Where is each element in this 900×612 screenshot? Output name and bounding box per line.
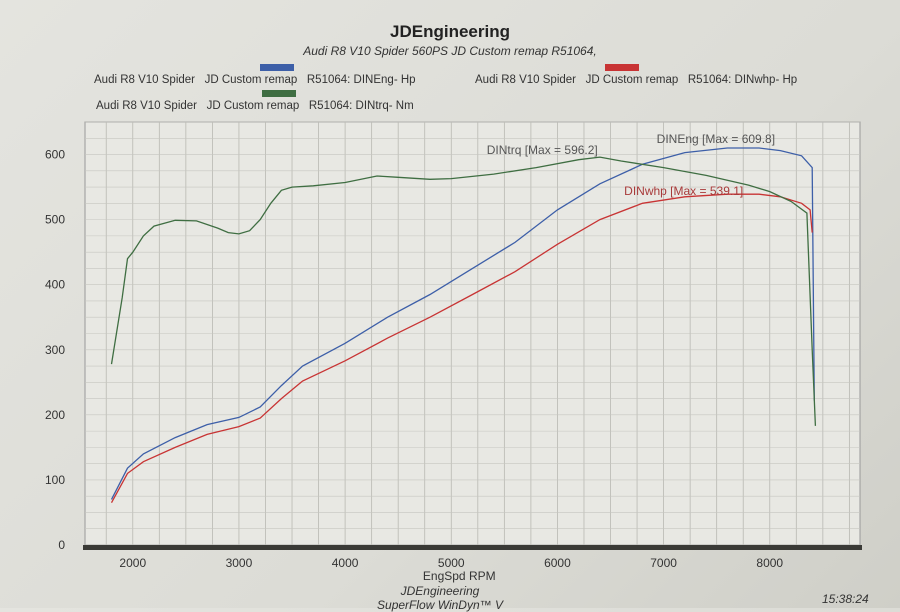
legend-channel: R51064: DINEng- Hp bbox=[306, 74, 416, 86]
x-tick-label: 7000 bbox=[650, 556, 677, 570]
footer-company: JDEngineering bbox=[400, 584, 480, 598]
legend-swatch-trq bbox=[262, 90, 296, 97]
x-tick-label: 5000 bbox=[438, 556, 465, 570]
y-tick-label: 100 bbox=[45, 473, 65, 487]
legend-vehicle: Audi R8 V10 Spider bbox=[94, 74, 196, 86]
x-axis-label: EngSpd RPM bbox=[423, 569, 496, 583]
x-tick-label: 4000 bbox=[332, 556, 359, 570]
y-tick-label: 400 bbox=[45, 278, 65, 292]
series-line-eng bbox=[110, 147, 815, 500]
peak-annotation: DINEng [Max = 609.8] bbox=[657, 132, 775, 146]
legend-tune: JD Custom remap bbox=[206, 100, 300, 112]
x-tick-label: 8000 bbox=[756, 556, 783, 570]
peak-annotation: DINwhp [Max = 539.1] bbox=[624, 184, 743, 198]
footer-software: SuperFlow WinDyn™ V bbox=[377, 598, 503, 612]
legend-vehicle: Audi R8 V10 Spider bbox=[475, 74, 577, 86]
legend-item-eng: Audi R8 V10 Spider JD Custom remap R5106… bbox=[94, 74, 416, 86]
y-tick-label: 0 bbox=[58, 538, 65, 552]
legend-item-whp: Audi R8 V10 Spider JD Custom remap R5106… bbox=[475, 74, 797, 86]
x-axis-bar bbox=[83, 545, 862, 550]
legend-swatch-whp bbox=[605, 64, 639, 71]
y-tick-label: 300 bbox=[45, 343, 65, 357]
print-time: 15:38:24 bbox=[822, 592, 869, 606]
legend-tune: JD Custom remap bbox=[585, 74, 679, 86]
y-tick-label: 500 bbox=[45, 213, 65, 227]
legend-tune: JD Custom remap bbox=[204, 74, 298, 86]
y-tick-label: 600 bbox=[45, 148, 65, 162]
legend-channel: R51064: DINwhp- Hp bbox=[687, 74, 798, 86]
chart-title: JDEngineering bbox=[390, 22, 510, 41]
series-line-trq bbox=[110, 156, 817, 426]
series-line-whp bbox=[110, 193, 813, 504]
x-tick-label: 3000 bbox=[226, 556, 253, 570]
legend-vehicle: Audi R8 V10 Spider bbox=[96, 100, 198, 112]
chart-subtitle: Audi R8 V10 Spider 560PS JD Custom remap… bbox=[303, 44, 597, 58]
x-tick-label: 6000 bbox=[544, 556, 571, 570]
x-tick-label: 2000 bbox=[119, 556, 146, 570]
legend-swatch-eng bbox=[260, 64, 294, 71]
legend-item-trq: Audi R8 V10 Spider JD Custom remap R5106… bbox=[96, 100, 414, 112]
y-tick-label: 200 bbox=[45, 408, 65, 422]
peak-annotation: DINtrq [Max = 596.2] bbox=[487, 143, 598, 157]
legend-channel: R51064: DINtrq- Nm bbox=[308, 100, 414, 112]
